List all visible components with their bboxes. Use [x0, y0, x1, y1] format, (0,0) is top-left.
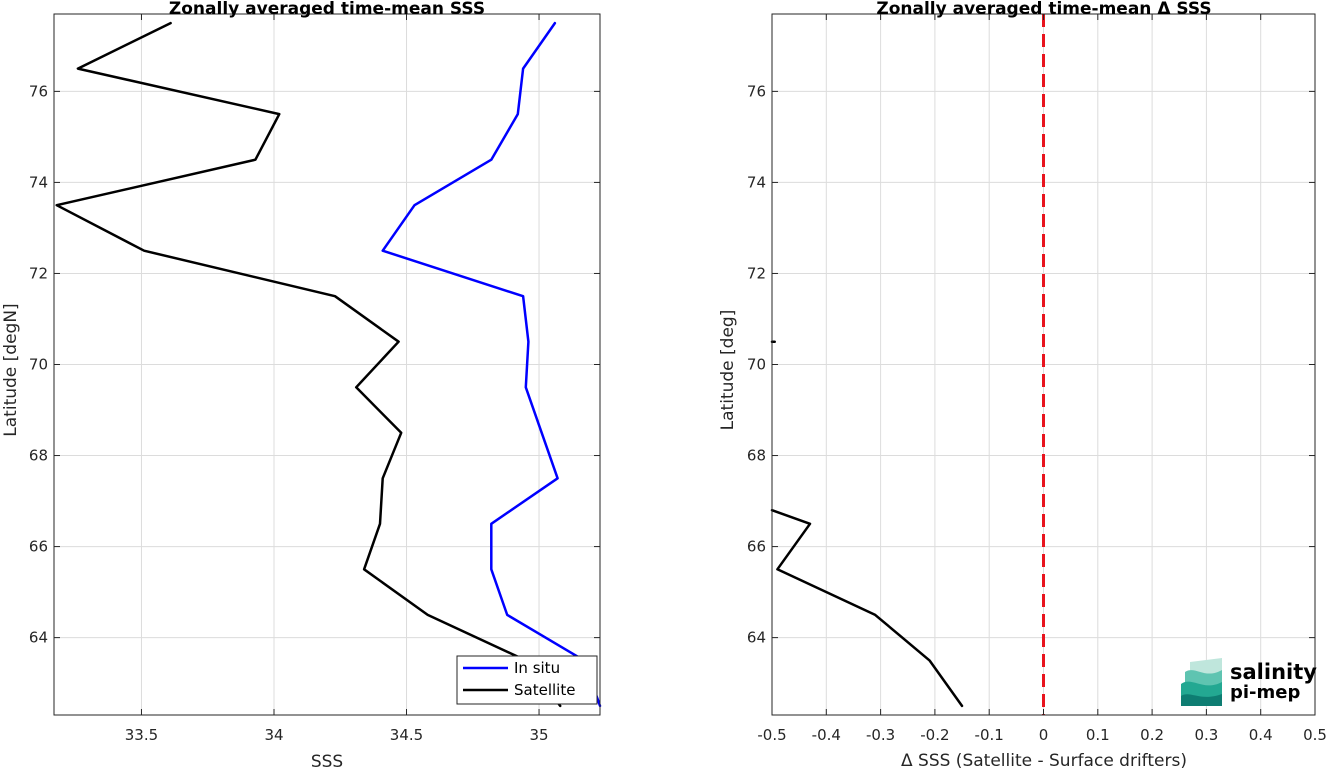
right-y-tick-label: 70 — [747, 356, 766, 374]
left-x-tick-label: 35 — [529, 726, 548, 744]
right-y-tick-label: 68 — [747, 447, 766, 465]
legend-label-in-situ: In situ — [514, 659, 560, 677]
logo-text-salinity: salinity — [1230, 660, 1317, 684]
left-y-tick-label: 74 — [29, 173, 48, 191]
left-series — [55, 21, 602, 708]
right-y-tick-label: 74 — [747, 173, 766, 191]
right-x-tick-label: 0.2 — [1140, 726, 1164, 744]
right-y-ticks: 64 66 68 70 72 74 76 — [747, 82, 1315, 647]
right-y-tick-label: 66 — [747, 538, 766, 556]
left-y-tick-label: 66 — [29, 538, 48, 556]
right-series-line-delta — [770, 508, 964, 708]
left-panel: 33.5 34 34.5 35 64 66 68 70 72 74 76 Zonally aver… — [1, 0, 602, 769]
left-x-tick-label: 34 — [264, 726, 283, 744]
left-y-axis-label: Latitude [degN] — [1, 303, 21, 436]
legend-label-satellite: Satellite — [514, 681, 575, 699]
left-x-axis-label: SSS — [311, 752, 343, 769]
right-y-axis-label: Latitude [deg] — [718, 310, 738, 431]
right-panel: -0.5 -0.4 -0.3 -0.2 -0.1 0 0.1 0.2 0.3 0.4 0.5 646… — [718, 0, 1327, 769]
left-y-tick-label: 72 — [29, 264, 48, 282]
left-y-tick-label: 64 — [29, 629, 48, 647]
right-x-tick-label: -0.3 — [866, 726, 895, 744]
right-chart-title: Zonally averaged time-mean Δ SSS — [876, 0, 1211, 19]
right-x-tick-label: -0.4 — [812, 726, 841, 744]
left-y-tick-label: 68 — [29, 447, 48, 465]
right-x-tick-label: 0.4 — [1249, 726, 1273, 744]
left-chart-title: Zonally averaged time-mean SSS — [169, 0, 485, 19]
logo-text-pi-mep: pi-mep — [1230, 682, 1300, 703]
right-series — [770, 340, 964, 708]
right-x-ticks: -0.5 -0.4 -0.3 -0.2 -0.1 0 0.1 0.2 0.3 0.4 0.5 — [757, 14, 1327, 744]
right-y-tick-label: 64 — [747, 629, 766, 647]
left-x-ticks: 33.5 34 34.5 35 — [125, 14, 549, 744]
right-y-tick-label: 76 — [747, 82, 766, 100]
right-x-tick-label: -0.5 — [757, 726, 786, 744]
left-x-tick-label: 33.5 — [125, 726, 158, 744]
legend-box — [456, 655, 598, 705]
legend: In situ Satellite — [456, 655, 598, 705]
left-series-line-in-situ — [381, 21, 602, 708]
right-x-axis-label: Δ SSS (Satellite - Surface drifters) — [901, 751, 1187, 769]
left-grid — [54, 14, 600, 715]
salinity-pi-mep-logo: salinity pi-mep — [1181, 658, 1317, 706]
right-x-tick-label: 0 — [1039, 726, 1049, 744]
right-x-tick-label: 0.1 — [1086, 726, 1110, 744]
right-x-tick-label: -0.2 — [920, 726, 949, 744]
left-y-ticks: 64 66 68 70 72 74 76 — [29, 82, 600, 647]
right-x-tick-label: -0.1 — [975, 726, 1004, 744]
left-series-line-satellite — [55, 21, 562, 708]
left-y-tick-label: 76 — [29, 82, 48, 100]
left-x-tick-label: 34.5 — [390, 726, 423, 744]
waves-icon — [1181, 658, 1222, 706]
right-x-tick-label: 0.3 — [1194, 726, 1218, 744]
right-y-tick-label: 72 — [747, 264, 766, 282]
right-x-tick-label: 0.5 — [1303, 726, 1327, 744]
left-y-tick-label: 70 — [29, 356, 48, 374]
